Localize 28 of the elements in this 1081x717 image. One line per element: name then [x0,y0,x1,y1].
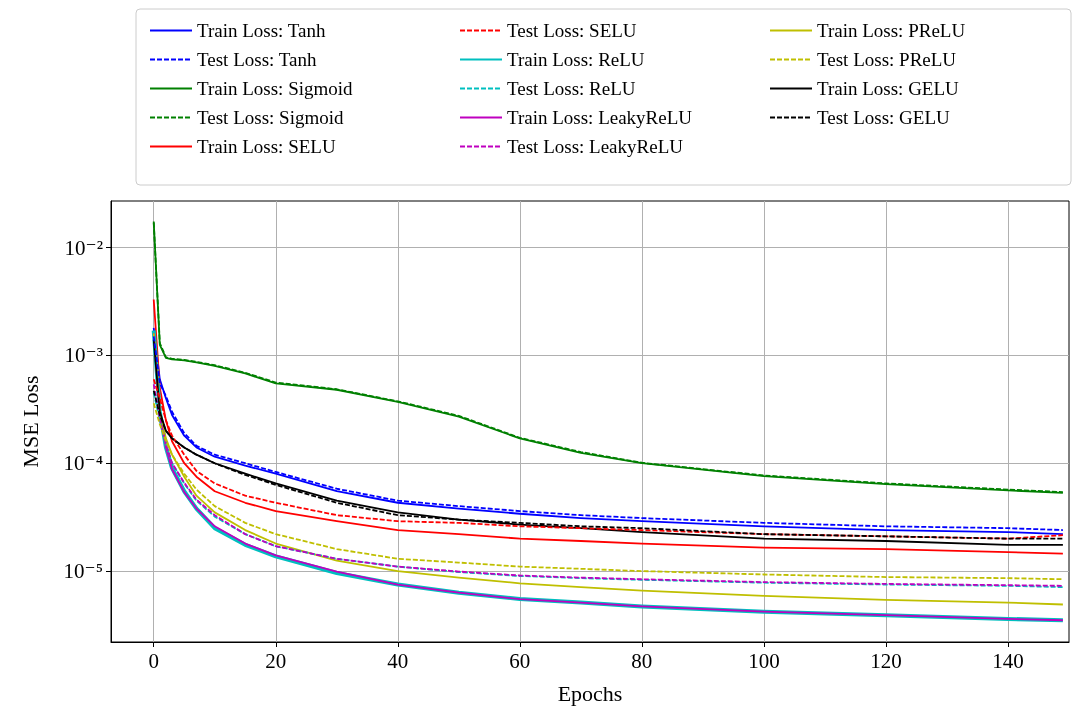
legend-label: Test Loss: Sigmoid [197,107,344,128]
y-tick-label: 10⁻⁵ [63,559,103,584]
y-tick-label: 10⁻² [64,235,103,260]
legend-label: Test Loss: ReLU [507,78,636,99]
x-tick-label: 0 [148,648,159,673]
legend-label: Train Loss: ReLU [507,49,645,70]
legend-label: Train Loss: SELU [197,136,336,157]
legend-label: Test Loss: PReLU [817,49,957,70]
x-axis-title: Epochs [557,680,623,706]
x-tick-label: 100 [748,648,780,673]
x-tick-label: 80 [631,648,653,673]
legend-label: Train Loss: PReLU [817,20,966,41]
legend-label: Test Loss: GELU [817,107,950,128]
x-tick-label: 20 [265,648,287,673]
legend-label: Train Loss: Tanh [197,20,327,41]
x-tick-label: 40 [387,648,409,673]
legend-label: Train Loss: LeakyReLU [507,107,693,128]
legend-label: Test Loss: LeakyReLU [507,136,684,157]
legend-label: Test Loss: SELU [507,20,637,41]
legend-label: Train Loss: GELU [817,78,960,99]
y-tick-label: 10⁻³ [64,343,103,368]
x-tick-label: 140 [992,648,1024,673]
y-tick-label: 10⁻⁴ [63,451,103,476]
y-axis-title: MSE Loss [17,375,43,468]
x-tick-label: 120 [870,648,902,673]
legend-label: Test Loss: Tanh [197,49,317,70]
legend-label: Train Loss: Sigmoid [197,78,354,99]
x-tick-label: 60 [509,648,531,673]
